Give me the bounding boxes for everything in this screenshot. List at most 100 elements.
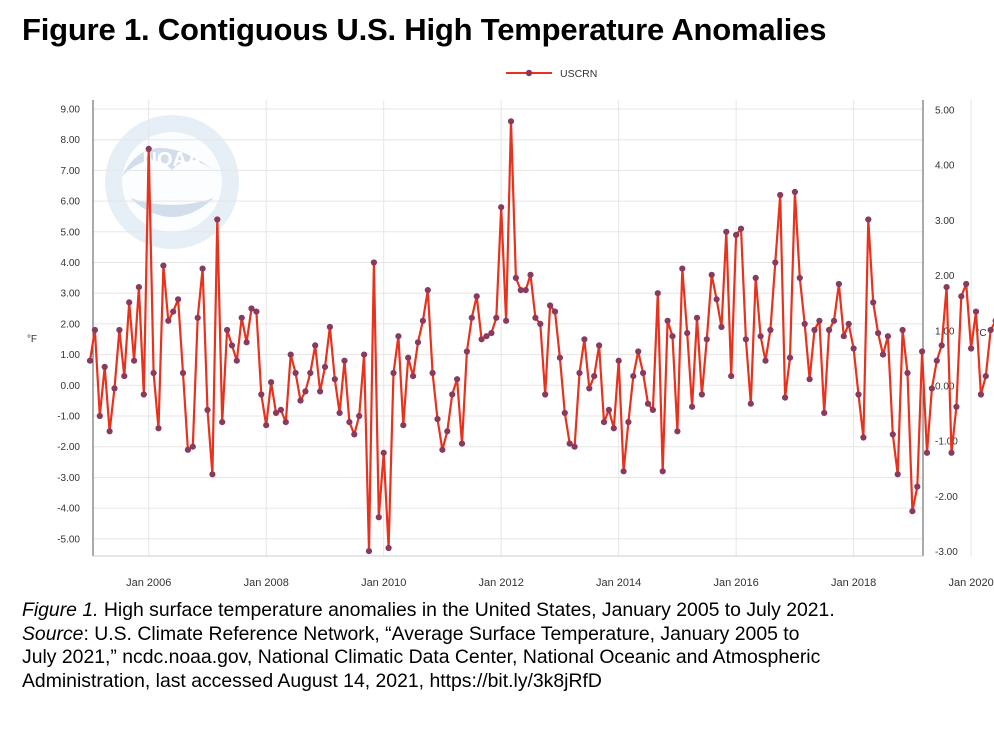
data-point[interactable] xyxy=(248,305,255,312)
data-point[interactable] xyxy=(914,483,921,490)
data-point[interactable] xyxy=(669,333,676,340)
data-point[interactable] xyxy=(390,369,397,377)
data-point[interactable] xyxy=(488,330,495,337)
data-point[interactable] xyxy=(635,348,642,355)
data-point[interactable] xyxy=(410,373,417,380)
data-point[interactable] xyxy=(816,317,823,324)
data-point[interactable] xyxy=(419,317,426,324)
data-point[interactable] xyxy=(258,391,265,398)
data-point[interactable] xyxy=(674,428,681,435)
data-point[interactable] xyxy=(728,373,735,380)
data-point[interactable] xyxy=(811,326,818,334)
data-point[interactable] xyxy=(160,262,167,269)
data-point[interactable] xyxy=(884,333,892,340)
data-point[interactable] xyxy=(434,416,441,423)
data-point[interactable] xyxy=(772,259,779,266)
data-point[interactable] xyxy=(135,284,142,291)
data-point[interactable] xyxy=(870,299,877,306)
data-point[interactable] xyxy=(106,428,113,435)
data-point[interactable] xyxy=(708,271,715,278)
data-point[interactable] xyxy=(214,216,221,223)
data-point[interactable] xyxy=(928,385,936,392)
data-point[interactable] xyxy=(938,342,945,349)
data-point[interactable] xyxy=(845,320,852,327)
data-point[interactable] xyxy=(943,284,950,291)
data-point[interactable] xyxy=(532,314,539,321)
data-point[interactable] xyxy=(361,351,368,358)
data-point[interactable] xyxy=(351,431,358,438)
data-point[interactable] xyxy=(458,440,466,447)
data-point[interactable] xyxy=(317,388,324,395)
data-point[interactable] xyxy=(199,265,206,272)
data-point[interactable] xyxy=(654,290,661,297)
data-point[interactable] xyxy=(542,391,549,398)
data-point[interactable] xyxy=(556,354,564,361)
data-point[interactable] xyxy=(272,409,280,416)
data-point[interactable] xyxy=(155,425,162,432)
data-point[interactable] xyxy=(551,308,559,315)
data-point[interactable] xyxy=(767,326,774,334)
data-point[interactable] xyxy=(581,336,588,343)
data-point[interactable] xyxy=(204,406,211,413)
data-point[interactable] xyxy=(219,419,226,426)
data-point[interactable] xyxy=(933,357,940,364)
data-point[interactable] xyxy=(664,317,671,324)
data-point[interactable] xyxy=(126,299,133,306)
data-point[interactable] xyxy=(385,544,392,552)
data-point[interactable] xyxy=(786,354,794,361)
data-point[interactable] xyxy=(904,369,911,377)
data-point[interactable] xyxy=(86,357,94,364)
data-point[interactable] xyxy=(982,373,989,380)
data-point[interactable] xyxy=(165,317,172,324)
data-point[interactable] xyxy=(493,314,500,321)
data-point[interactable] xyxy=(782,394,789,401)
data-point[interactable] xyxy=(566,440,573,447)
data-point[interactable] xyxy=(713,296,720,303)
data-point[interactable] xyxy=(263,422,270,429)
data-point[interactable] xyxy=(175,296,182,303)
data-point[interactable] xyxy=(282,419,289,426)
data-point[interactable] xyxy=(615,357,622,364)
data-point[interactable] xyxy=(111,385,118,392)
data-point[interactable] xyxy=(194,314,201,321)
data-point[interactable] xyxy=(640,369,647,377)
data-point[interactable] xyxy=(723,228,730,235)
data-point[interactable] xyxy=(972,308,980,315)
data-point[interactable] xyxy=(91,326,98,334)
data-point[interactable] xyxy=(835,280,843,288)
data-point[interactable] xyxy=(331,376,338,383)
data-point[interactable] xyxy=(503,317,510,324)
data-point[interactable] xyxy=(356,412,363,420)
data-point[interactable] xyxy=(630,373,637,380)
data-point[interactable] xyxy=(145,145,152,152)
data-point[interactable] xyxy=(830,317,838,324)
data-point[interactable] xyxy=(336,409,343,416)
data-point[interactable] xyxy=(953,403,960,410)
data-point[interactable] xyxy=(424,287,431,294)
data-point[interactable] xyxy=(576,369,583,377)
data-point[interactable] xyxy=(468,314,475,321)
data-point[interactable] xyxy=(659,468,666,475)
data-point[interactable] xyxy=(209,471,216,478)
data-point[interactable] xyxy=(547,302,554,309)
data-point[interactable] xyxy=(268,379,275,386)
data-point[interactable] xyxy=(184,446,191,453)
data-point[interactable] xyxy=(698,391,706,398)
data-point[interactable] xyxy=(977,391,985,398)
data-point[interactable] xyxy=(463,348,470,355)
data-point[interactable] xyxy=(586,385,593,392)
data-point[interactable] xyxy=(375,514,382,521)
data-point[interactable] xyxy=(791,188,799,195)
data-point[interactable] xyxy=(605,406,613,413)
data-point[interactable] xyxy=(116,326,123,334)
data-point[interactable] xyxy=(189,443,196,450)
data-point[interactable] xyxy=(894,471,901,478)
data-point[interactable] xyxy=(620,468,627,475)
data-point[interactable] xyxy=(801,320,808,327)
data-point[interactable] xyxy=(292,369,299,377)
data-point[interactable] xyxy=(449,391,456,398)
data-point[interactable] xyxy=(840,333,847,340)
data-point[interactable] xyxy=(596,342,603,349)
data-point[interactable] xyxy=(179,369,187,377)
legend[interactable]: USCRN xyxy=(506,68,597,80)
